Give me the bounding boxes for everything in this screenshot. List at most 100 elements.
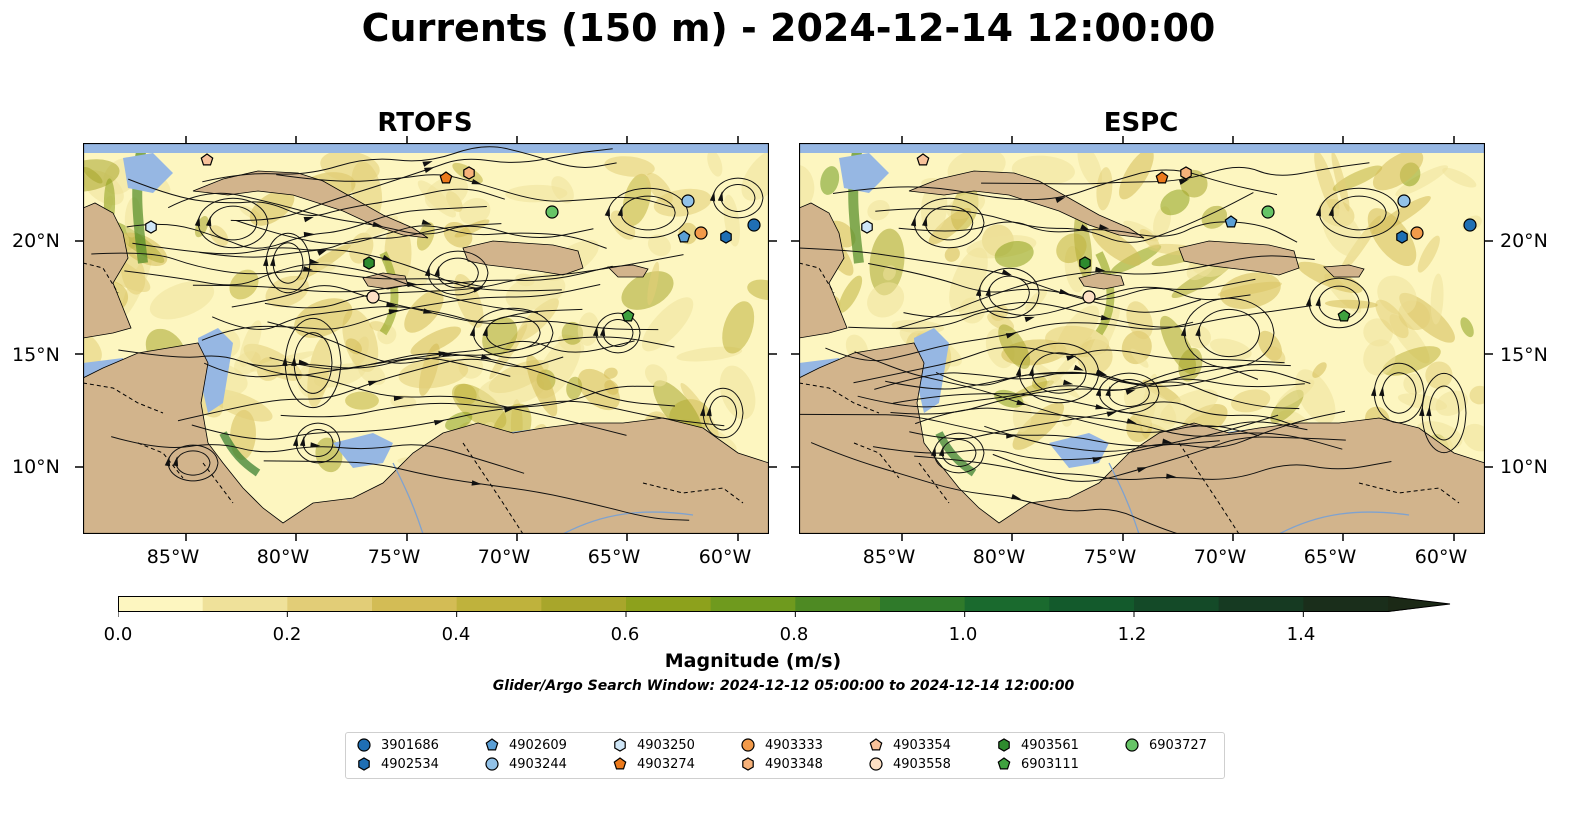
circle-marker-icon [741, 738, 755, 752]
float-marker-4903354 [916, 153, 930, 166]
float-marker-4903558 [366, 290, 380, 304]
streamline-arrow [1162, 438, 1173, 444]
streamline-arrow [299, 436, 306, 447]
lon-label-right-60: 60°W [1414, 546, 1468, 568]
streamline-arrow [310, 442, 321, 448]
streamline [132, 223, 502, 255]
float-marker-6903727 [1261, 205, 1275, 219]
streamline-arrow [292, 436, 299, 447]
map-espc[interactable] [799, 143, 1485, 534]
float-marker-4902609 [1224, 215, 1238, 228]
circle-marker-icon [1125, 738, 1139, 752]
streamline-arrow [1180, 326, 1187, 337]
legend-item-4903333: 4903333 [740, 737, 823, 753]
streamline-arrow [1095, 386, 1102, 397]
streamline-arrow [471, 178, 482, 185]
streamline-arrow [263, 256, 269, 267]
legend-item-6903111: 6903111 [996, 756, 1079, 772]
streamline [235, 219, 607, 249]
legend-label: 3901686 [381, 737, 439, 753]
streamline-arrow [382, 255, 393, 261]
streamline-arrow [1419, 406, 1425, 417]
colorbar-tick-0.6: 0.6 [610, 624, 640, 645]
lon-label-left-65: 65°W [587, 546, 641, 568]
hexagon-marker-icon [358, 757, 370, 771]
streamline-arrow [1005, 332, 1017, 339]
hexagon-marker-icon [614, 738, 626, 752]
streamline [269, 353, 675, 407]
lon-label-left-75: 75°W [367, 546, 421, 568]
streamline-arrow [1315, 206, 1322, 217]
float-legend: 3901686 4902534 4902609 4903244 4903250 49032… [345, 732, 1225, 779]
streamline-arrow [1016, 399, 1027, 406]
colorbar-segment [456, 596, 542, 612]
legend-label: 4903354 [893, 737, 951, 753]
float-marker-4902534 [1396, 230, 1408, 244]
legend-label: 6903727 [1149, 737, 1207, 753]
float-markers [145, 153, 761, 322]
streamline [191, 385, 655, 440]
streamline-arrow [617, 206, 623, 217]
search-window-text: Glider/Argo Search Window: 2024-12-12 05… [492, 678, 1075, 694]
float-marker-4903250 [145, 220, 157, 234]
streamline-arrow [1001, 269, 1012, 276]
current-streamlines [91, 146, 764, 521]
float-marker-4903561 [1079, 256, 1091, 270]
hexagon-marker-icon [742, 757, 754, 771]
streamline-arrow [393, 395, 404, 402]
streamline-arrow [372, 221, 383, 227]
streamline-arrow [1328, 206, 1334, 217]
colorbar-segment [1303, 596, 1389, 612]
colorbar-label: Magnitude (m/s) [664, 650, 842, 672]
streamline-arrow [604, 206, 611, 217]
colorbar-segment [118, 596, 204, 612]
streamline-arrow [1073, 364, 1084, 371]
streamline-arrow [706, 406, 712, 417]
lon-label-right-85: 85°W [862, 546, 916, 568]
streamline [832, 169, 1278, 201]
streamline [848, 278, 1256, 329]
legend-item-4903274: 4903274 [612, 756, 695, 772]
streamline-arrow [699, 406, 706, 417]
legend-item-4903244: 4903244 [484, 756, 567, 772]
streamline-arrow [206, 216, 212, 227]
axis-ticks [75, 136, 1493, 541]
float-marker-4903244 [681, 194, 695, 208]
map-rtofs[interactable] [83, 143, 769, 534]
colorbar-segment [1049, 596, 1135, 612]
streamline-arrow [1106, 411, 1117, 417]
streamline-arrow [438, 351, 449, 357]
streamline-arrow [1095, 266, 1106, 273]
streamline-arrow [1100, 314, 1111, 321]
streamline-arrow [422, 160, 433, 167]
lat-label-left-10: 10°N [12, 456, 60, 478]
legend-item-4903348: 4903348 [740, 756, 823, 772]
colorbar-segment [964, 596, 1050, 612]
streamline-arrow [386, 301, 397, 307]
streamline-arrow [717, 191, 724, 202]
panel-title-rtofs: RTOFS [377, 108, 473, 138]
streamline [872, 414, 1279, 461]
streamline-arrow [1195, 326, 1201, 337]
float-marker-6903111 [621, 309, 635, 322]
streamline-arrow [1098, 224, 1110, 230]
streamline-arrow [482, 326, 488, 337]
legend-label: 4903274 [637, 756, 695, 772]
hexagon-marker-icon [998, 738, 1010, 752]
legend-label: 4903250 [637, 737, 695, 753]
streamline-arrow [1096, 369, 1108, 376]
streamline [981, 162, 1370, 185]
float-markers [861, 153, 1477, 322]
legend-item-4903558: 4903558 [868, 756, 951, 772]
circle-marker-icon [485, 757, 499, 771]
streamline [202, 146, 617, 183]
colorbar-segment [541, 596, 627, 612]
colorbar-segment [880, 596, 966, 612]
streamline-arrow [1095, 404, 1106, 410]
pentagon-marker-icon [869, 738, 883, 751]
lon-label-right-70: 70°W [1193, 546, 1247, 568]
pentagon-marker-icon [997, 757, 1011, 770]
current-streamlines [799, 162, 1467, 534]
colorbar-tick-1.4: 1.4 [1286, 624, 1316, 645]
lon-label-left-80: 80°W [256, 546, 310, 568]
